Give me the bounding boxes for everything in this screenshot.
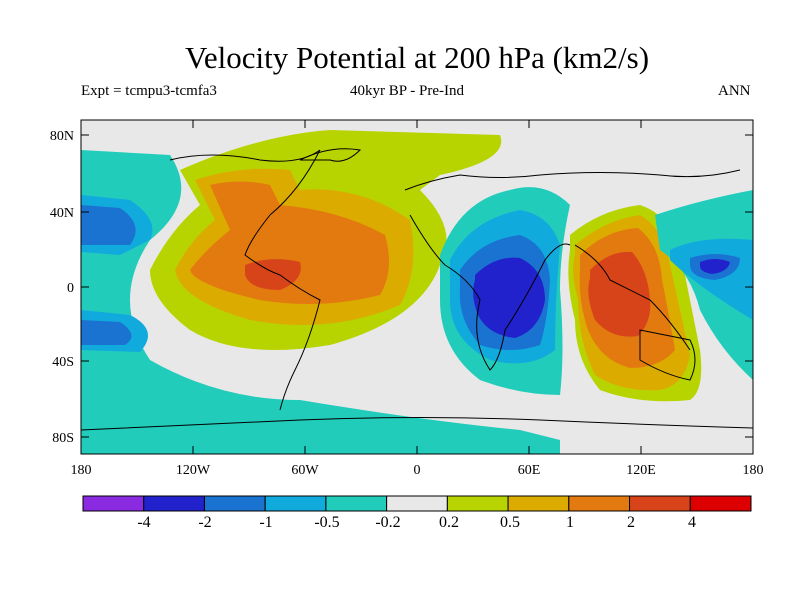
colorbar-swatch — [143, 495, 205, 512]
colorbar-label: 0.5 — [500, 514, 520, 531]
chart-title: Velocity Potential at 200 hPa (km2/s) — [184, 40, 650, 75]
colorbar-swatch — [325, 495, 388, 512]
coastlines — [81, 148, 753, 431]
lat-tick-label: 80S — [52, 431, 74, 446]
colorbar-label: -1 — [259, 514, 272, 531]
colorbar-label: 0.2 — [439, 514, 459, 531]
colorbar-label: -4 — [137, 514, 150, 531]
colorbar-swatch — [507, 495, 570, 512]
contour-neg2 — [473, 257, 545, 338]
lon-tick-label: 180 — [743, 463, 764, 478]
period-label: 40kyr BP - Pre-Ind — [350, 83, 465, 99]
colorbar-label: 4 — [688, 514, 696, 531]
season-label: ANN — [718, 83, 751, 99]
colorbar-label: 2 — [627, 514, 635, 531]
lat-tick-label: 40N — [50, 206, 74, 221]
lat-tick-label: 80N — [50, 129, 74, 144]
lon-tick-label: 120W — [176, 463, 211, 478]
colorbar — [82, 495, 752, 512]
lon-tick-labels: 180 120W 60W 0 60E 120E 180 — [71, 463, 764, 478]
lon-tick-marks — [192, 120, 642, 454]
lon-tick-label: 180 — [71, 463, 92, 478]
experiment-label: Expt = tcmpu3-tcmfa3 — [81, 83, 217, 99]
lat-tick-marks — [81, 134, 753, 438]
colorbar-swatch — [264, 495, 327, 512]
colorbar-label: 1 — [566, 514, 574, 531]
colorbar-label: -0.5 — [314, 514, 339, 531]
lon-tick-label: 60W — [291, 463, 319, 478]
contour-pos1 — [190, 181, 389, 304]
lat-tick-label: 0 — [67, 281, 74, 296]
colorbar-swatch — [203, 495, 266, 512]
colorbar-label: -2 — [198, 514, 211, 531]
contour-neg02-west — [81, 150, 560, 454]
lon-tick-label: 60E — [518, 463, 541, 478]
lat-tick-labels: 80N 40N 0 40S 80S — [50, 129, 74, 446]
lon-tick-label: 0 — [414, 463, 421, 478]
colorbar-label: -0.2 — [375, 514, 400, 531]
colorbar-swatch — [568, 495, 631, 512]
colorbar-swatch — [629, 495, 691, 512]
colorbar-swatch — [386, 495, 448, 512]
lat-tick-label: 40S — [52, 355, 74, 370]
colorbar-labels: -4 -2 -1 -0.5 -0.2 0.2 0.5 1 2 4 — [137, 514, 696, 531]
velocity-field — [81, 120, 753, 454]
contour-pos2 — [245, 259, 301, 290]
colorbar-swatch — [82, 495, 145, 512]
lon-tick-label: 120E — [626, 463, 656, 478]
colorbar-swatch — [689, 495, 752, 512]
colorbar-swatch — [446, 495, 509, 512]
